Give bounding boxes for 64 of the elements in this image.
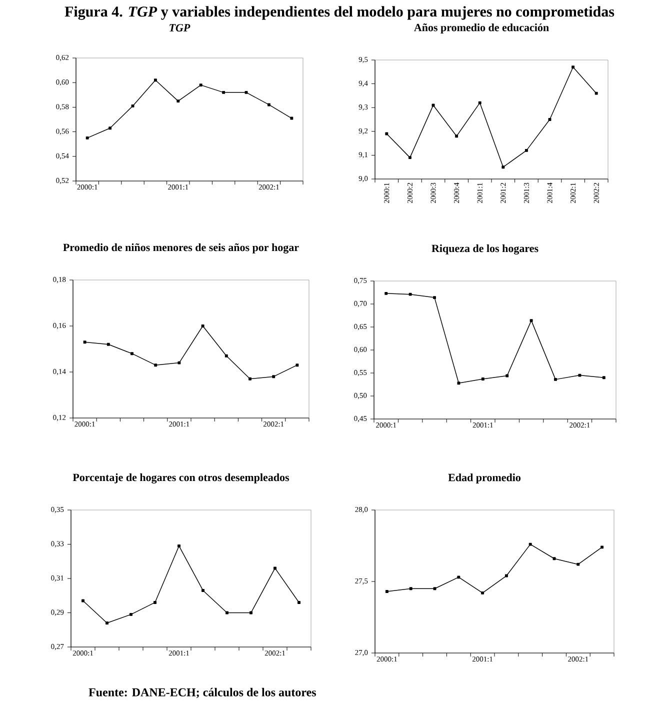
point xyxy=(82,599,84,602)
point xyxy=(530,319,533,322)
point xyxy=(502,166,505,169)
point xyxy=(432,104,435,107)
point xyxy=(576,562,580,566)
chart-title: TGP xyxy=(170,24,190,32)
point xyxy=(224,354,228,358)
point xyxy=(506,374,509,378)
point xyxy=(130,352,134,356)
point xyxy=(457,382,460,385)
point xyxy=(272,375,276,378)
point xyxy=(290,116,294,120)
point xyxy=(600,546,604,549)
point xyxy=(408,292,412,296)
chart-title: Promedio de niños menores de seis años por hogar xyxy=(63,243,299,254)
point xyxy=(178,361,181,364)
point xyxy=(267,103,270,106)
point xyxy=(83,340,86,344)
point xyxy=(154,78,157,82)
point xyxy=(86,136,89,140)
point xyxy=(552,557,556,560)
point xyxy=(178,544,180,548)
point xyxy=(131,104,134,108)
chart-title: Riqueza de los hogares xyxy=(432,244,538,254)
point xyxy=(528,542,532,546)
point xyxy=(433,587,436,590)
point xyxy=(504,574,508,578)
point xyxy=(384,292,388,295)
chart-title: Porcentaje de hogares con otros desempleados xyxy=(72,473,290,484)
point xyxy=(244,90,248,94)
point xyxy=(594,92,598,95)
point xyxy=(176,100,180,103)
point xyxy=(572,66,575,69)
point xyxy=(248,377,252,380)
point xyxy=(385,590,388,593)
text: Figura 4. TGP y variables independientes del modelo para mujeres no comprometidas xyxy=(64,6,614,20)
point xyxy=(524,148,528,152)
point xyxy=(481,378,484,380)
point xyxy=(298,600,300,604)
source-note: Fuente: DANE-ECH; cálculos de los autores xyxy=(88,688,316,698)
point xyxy=(108,126,112,130)
point xyxy=(455,134,458,138)
point xyxy=(154,364,158,367)
point xyxy=(548,118,552,121)
point xyxy=(433,296,436,300)
point xyxy=(408,156,412,160)
point xyxy=(154,600,156,604)
point xyxy=(457,576,460,579)
point xyxy=(199,84,202,87)
point xyxy=(578,374,582,377)
point xyxy=(602,376,606,380)
point xyxy=(222,90,226,94)
point xyxy=(385,132,388,136)
point xyxy=(481,591,484,594)
chart-title: Edad promedio xyxy=(448,474,521,484)
point xyxy=(201,324,204,328)
point xyxy=(106,342,110,346)
chart-title: Años promedio de educación xyxy=(414,23,549,34)
point xyxy=(478,101,482,104)
point xyxy=(274,566,276,570)
point xyxy=(226,611,228,614)
point xyxy=(296,364,299,367)
point xyxy=(250,611,252,614)
point xyxy=(409,587,412,590)
